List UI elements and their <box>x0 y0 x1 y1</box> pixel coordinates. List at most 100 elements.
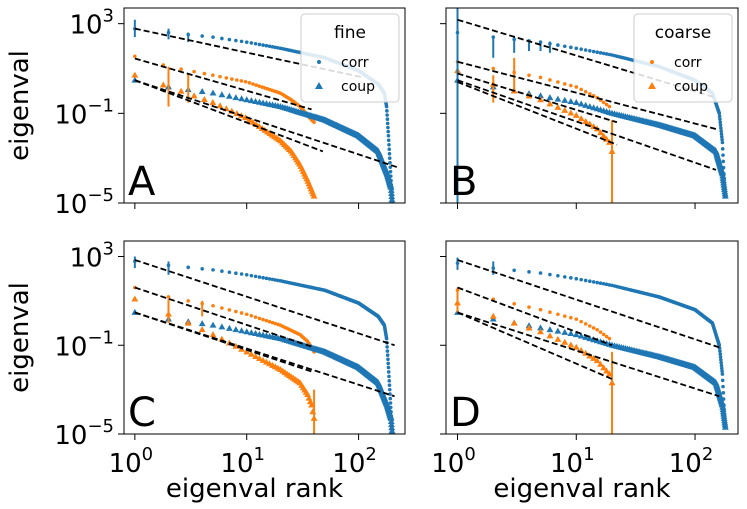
point-dot <box>192 69 196 74</box>
point-dot <box>579 47 583 51</box>
point-tri <box>309 408 317 415</box>
point-dot <box>386 133 391 138</box>
point-dot <box>386 125 390 130</box>
point-dot <box>386 357 390 362</box>
fit-line <box>457 311 613 380</box>
point-dot <box>239 311 244 315</box>
point-dot <box>591 326 596 330</box>
point-dot <box>579 277 583 282</box>
point-dot <box>718 120 723 125</box>
point-tri <box>177 87 185 94</box>
point-dot <box>257 275 262 279</box>
point-dot <box>253 274 258 279</box>
point-dot <box>604 282 609 287</box>
point-dot <box>239 79 244 83</box>
point-dot <box>548 310 552 314</box>
point-dot <box>264 318 269 323</box>
point-tri <box>159 81 167 88</box>
point-dot <box>244 312 249 317</box>
point-dot <box>583 89 588 94</box>
legend-entry-corr: corr <box>341 55 369 71</box>
point-tri <box>184 319 192 326</box>
point-dot <box>579 319 583 324</box>
point-tri <box>209 331 217 338</box>
point-tri <box>577 115 585 122</box>
point-dot <box>234 38 238 43</box>
point-dot <box>244 40 249 44</box>
point-tri <box>546 94 554 101</box>
point-tri <box>243 328 251 335</box>
point-dot <box>270 277 275 282</box>
point-dot <box>220 36 224 41</box>
point-tri <box>390 199 395 203</box>
point-tri <box>546 326 554 333</box>
point-dot <box>583 278 588 283</box>
legend-entry-coup: coup <box>341 79 375 95</box>
point-dot <box>556 80 560 84</box>
point-tri <box>198 320 206 327</box>
point-dot <box>719 363 724 368</box>
point-dot <box>386 370 391 374</box>
point-dot <box>598 330 603 334</box>
fit-line <box>134 311 395 398</box>
x-tick-label: 100 <box>431 444 476 479</box>
point-tri <box>388 196 396 203</box>
point-dot <box>261 317 265 322</box>
series-corr-tri <box>131 308 396 434</box>
fit-line <box>457 311 720 398</box>
point-dot <box>200 266 204 271</box>
plot-area <box>454 8 729 203</box>
y-tick-label: 10−1 <box>54 95 114 130</box>
point-tri <box>387 186 395 193</box>
point-dot <box>512 302 516 306</box>
point-dot <box>270 45 275 49</box>
point-dot <box>387 379 392 383</box>
point-dot <box>211 35 215 39</box>
point-tri <box>247 97 255 104</box>
point-dot <box>601 332 606 337</box>
point-dot <box>718 117 722 122</box>
point-tri <box>567 330 575 337</box>
point-tri <box>572 331 580 338</box>
point-dot <box>562 275 567 279</box>
point-tri <box>561 96 569 103</box>
point-tri <box>310 192 318 199</box>
point-dot <box>720 369 724 374</box>
point-tri <box>388 427 396 434</box>
point-tri <box>721 192 729 199</box>
point-tri <box>567 109 575 116</box>
point-tri <box>238 95 245 102</box>
point-dot <box>249 273 254 278</box>
point-tri <box>593 357 601 364</box>
point-tri <box>131 295 139 302</box>
point-tri <box>200 95 208 102</box>
point-dot <box>718 352 723 356</box>
point-tri <box>537 328 544 335</box>
point-tri <box>190 92 198 99</box>
point-dot <box>538 271 543 275</box>
point-tri <box>582 101 590 108</box>
point-dot <box>583 322 588 326</box>
x-axis-label: eigenval rank <box>493 474 670 504</box>
point-dot <box>388 165 393 170</box>
point-dot <box>211 304 215 308</box>
point-dot <box>720 140 725 145</box>
point-dot <box>556 312 560 317</box>
point-dot <box>133 54 137 59</box>
point-dot <box>591 49 596 54</box>
point-tri <box>572 111 580 118</box>
point-dot <box>719 366 724 371</box>
y-tick-label: 10−5 <box>54 185 114 220</box>
point-dot <box>211 268 215 272</box>
point-dot <box>720 372 725 376</box>
point-dot <box>569 45 573 50</box>
point-tri <box>525 324 533 331</box>
point-dot <box>721 153 725 157</box>
point-dot <box>588 92 592 96</box>
point-tri <box>577 100 585 107</box>
point-tri <box>388 193 396 200</box>
point-dot <box>260 85 264 89</box>
point-dot <box>556 43 560 47</box>
